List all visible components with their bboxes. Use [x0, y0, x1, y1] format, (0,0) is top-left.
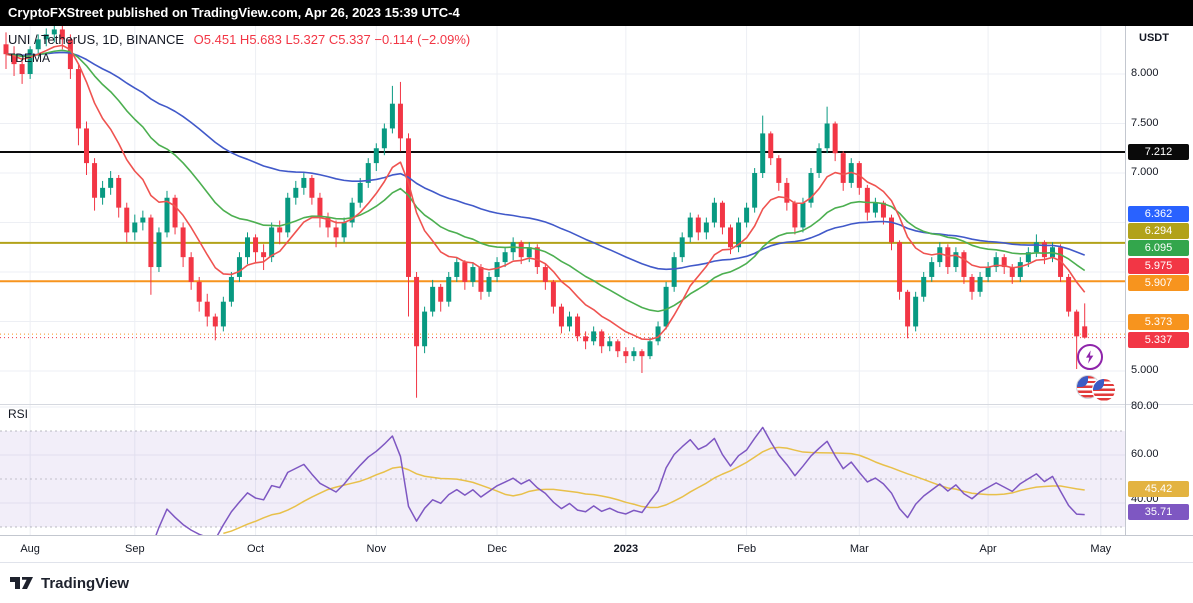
price-axis-label: 45.42	[1128, 481, 1189, 497]
price-axis-label: 5.975	[1128, 258, 1189, 274]
time-axis-label: Mar	[849, 543, 869, 555]
time-axis-label: Sep	[125, 543, 145, 555]
price-axis-label: 6.095	[1128, 240, 1189, 256]
rsi-layer	[154, 426, 1085, 536]
axis-tick-label: 8.000	[1131, 67, 1159, 79]
footer: TradingView	[0, 562, 1193, 603]
price-axis[interactable]: USDT 8.000 7.500 7.000 5.000 80.00 60.00 40.00…	[1126, 26, 1193, 536]
axis-tick-label: 5.000	[1131, 364, 1159, 376]
time-axis-label: 2023	[613, 543, 639, 555]
time-axis-label: Feb	[737, 543, 757, 555]
time-axis-label: May	[1090, 543, 1112, 555]
currency-label: USDT	[1139, 32, 1169, 44]
tradingview-wordmark: TradingView	[41, 574, 130, 592]
axis-tick-label: 60.00	[1131, 448, 1159, 460]
rsi-band	[0, 430, 1125, 528]
price-axis-label: 6.294	[1128, 223, 1189, 239]
tradingview-mark-icon	[10, 577, 33, 589]
price-axis-label: 5.373	[1128, 314, 1189, 330]
time-axis[interactable]: Aug Sep Oct Nov Dec 2023 Feb Mar Apr May	[0, 536, 1193, 562]
candles-layer	[3, 26, 1088, 398]
moving-averages-layer	[5, 44, 1086, 341]
time-axis-label: Apr	[979, 543, 997, 555]
indicator-label-tdema[interactable]: TDEMA	[8, 51, 50, 65]
axis-tick-label: 7.500	[1131, 117, 1159, 129]
flag-canton	[1093, 379, 1104, 390]
horizontal-levels	[0, 151, 1125, 339]
time-axis-label: Nov	[366, 543, 387, 555]
price-axis-label: 35.71	[1128, 504, 1189, 520]
axis-tick-label: 7.000	[1131, 166, 1159, 178]
pane-borders	[0, 26, 1193, 536]
flag-coin-icon	[1092, 378, 1116, 402]
time-axis-label: Aug	[20, 543, 40, 555]
ohlc-values: O5.451 H5.683 L5.327 C5.337 −0.114 (−2.0…	[193, 32, 471, 47]
axis-tick-label: 80.00	[1131, 400, 1159, 412]
tradingview-logo[interactable]: TradingView	[10, 573, 129, 593]
time-axis-label: Dec	[487, 543, 507, 555]
time-axis-label: Oct	[246, 543, 265, 555]
symbol-title[interactable]: UNI / TetherUS, 1D, BINANCE	[8, 32, 185, 47]
chart-canvas[interactable]	[0, 26, 1193, 536]
attribution-text: CryptoFXStreet published on TradingView.…	[8, 5, 460, 20]
gridlines	[0, 26, 1125, 536]
lightning-icon	[1077, 344, 1103, 370]
lightning-bolt-glyph	[1086, 350, 1094, 364]
price-axis-label: 7.212	[1128, 144, 1189, 160]
chart-legend: UNI / TetherUS, 1D, BINANCE O5.451 H5.68…	[8, 31, 470, 67]
attribution-bar: CryptoFXStreet published on TradingView.…	[0, 0, 1193, 26]
price-axis-label: 5.907	[1128, 275, 1189, 291]
indicator-label-rsi[interactable]: RSI	[8, 407, 29, 421]
price-axis-label: 6.362	[1128, 206, 1189, 222]
price-axis-label: 5.337	[1128, 332, 1189, 348]
flag-canton	[1077, 376, 1088, 387]
